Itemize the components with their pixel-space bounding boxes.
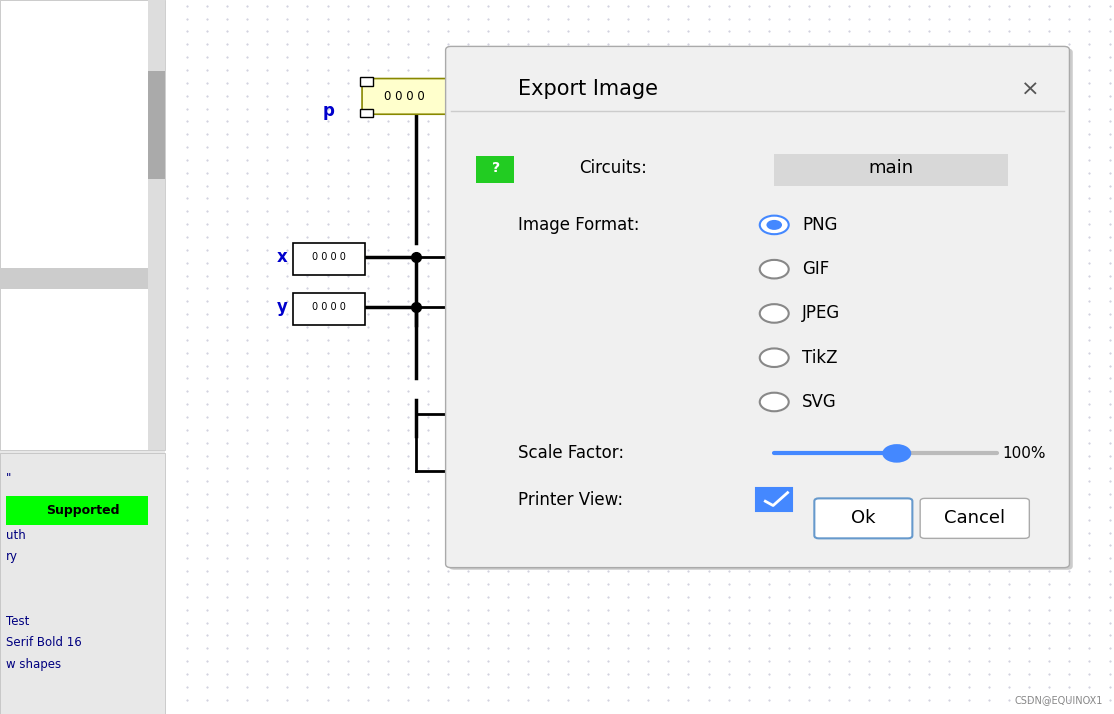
Text: 0 0 0 0: 0 0 0 0 <box>384 90 424 103</box>
Text: PNG: PNG <box>802 216 838 234</box>
Text: GIF: GIF <box>802 260 829 278</box>
FancyBboxPatch shape <box>814 498 912 538</box>
Text: b: b <box>451 97 458 106</box>
Text: SVG: SVG <box>802 393 837 411</box>
FancyBboxPatch shape <box>0 0 165 450</box>
Text: Supported: Supported <box>46 504 119 517</box>
FancyBboxPatch shape <box>362 79 462 114</box>
FancyBboxPatch shape <box>360 77 373 86</box>
Circle shape <box>760 393 789 411</box>
FancyBboxPatch shape <box>0 453 165 714</box>
FancyBboxPatch shape <box>6 496 148 525</box>
Text: Cancel: Cancel <box>945 509 1005 528</box>
FancyBboxPatch shape <box>920 498 1029 538</box>
Text: Test: Test <box>6 615 29 628</box>
Circle shape <box>760 260 789 278</box>
Circle shape <box>882 444 911 463</box>
Text: uth: uth <box>6 529 26 542</box>
FancyBboxPatch shape <box>148 71 165 178</box>
FancyBboxPatch shape <box>0 268 148 289</box>
Text: CSDN@EQUINOX1: CSDN@EQUINOX1 <box>1015 695 1103 705</box>
Text: x: x <box>276 248 287 266</box>
FancyBboxPatch shape <box>449 49 1073 570</box>
FancyBboxPatch shape <box>148 0 165 450</box>
Text: Export Image: Export Image <box>518 79 658 99</box>
Text: Printer View:: Printer View: <box>518 491 623 509</box>
FancyBboxPatch shape <box>293 243 365 275</box>
Text: Serif Bold 16: Serif Bold 16 <box>6 636 81 649</box>
Text: ": " <box>6 472 11 485</box>
Text: TikZ: TikZ <box>802 348 838 367</box>
Text: ×: × <box>1022 79 1039 99</box>
Text: 100%: 100% <box>1003 446 1046 461</box>
Text: 0 0 0 0: 0 0 0 0 <box>312 252 345 262</box>
Text: 0 0 0 0: 0 0 0 0 <box>312 302 345 312</box>
Circle shape <box>760 216 789 234</box>
FancyBboxPatch shape <box>360 109 373 117</box>
FancyBboxPatch shape <box>774 154 1008 186</box>
FancyBboxPatch shape <box>446 46 1069 568</box>
Text: y: y <box>276 298 287 316</box>
Text: p: p <box>323 101 334 120</box>
Text: Scale Factor:: Scale Factor: <box>518 444 624 463</box>
Text: Circuits:: Circuits: <box>579 159 647 177</box>
FancyBboxPatch shape <box>756 488 792 511</box>
Circle shape <box>766 220 782 230</box>
Text: Image Format:: Image Format: <box>518 216 639 234</box>
Text: main: main <box>869 159 913 177</box>
FancyBboxPatch shape <box>452 109 466 117</box>
Circle shape <box>760 348 789 367</box>
Text: ry: ry <box>6 550 18 563</box>
FancyBboxPatch shape <box>452 77 466 86</box>
FancyBboxPatch shape <box>476 156 514 183</box>
Circle shape <box>760 304 789 323</box>
Text: JPEG: JPEG <box>802 304 840 323</box>
FancyBboxPatch shape <box>165 0 1114 714</box>
FancyBboxPatch shape <box>293 293 365 325</box>
Text: ?: ? <box>491 161 500 175</box>
Text: w shapes: w shapes <box>6 658 60 670</box>
Text: Ok: Ok <box>851 509 876 528</box>
